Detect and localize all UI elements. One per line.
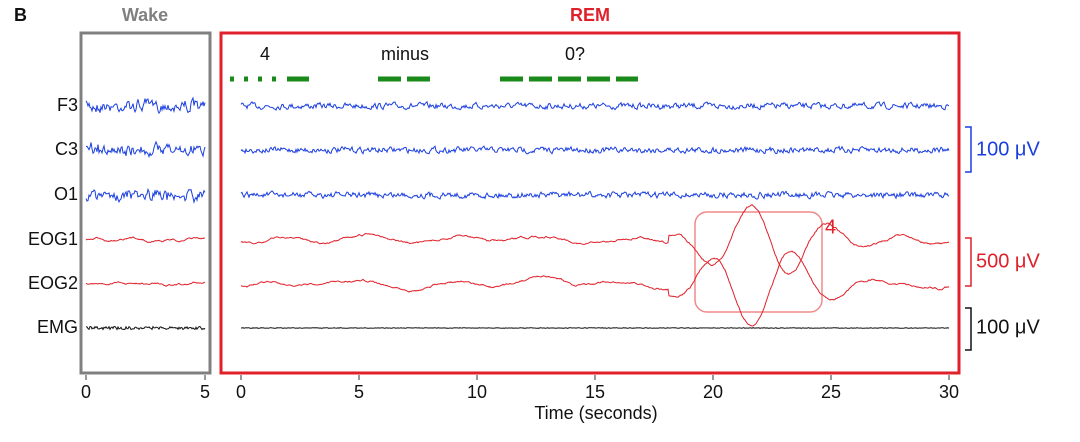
- signal-trace: [240, 100, 950, 111]
- x-tick-label: 10: [467, 382, 487, 402]
- channel-label: EOG2: [28, 273, 78, 293]
- x-tick-label: 30: [939, 382, 959, 402]
- scale-bar: [965, 307, 972, 351]
- signal-trace: [85, 281, 206, 287]
- x-axis-label: Time (seconds): [534, 403, 657, 423]
- signal-trace: [240, 145, 950, 155]
- x-tick-label: 0: [81, 382, 91, 402]
- x-tick-label: 15: [585, 382, 605, 402]
- scale-bar-label: 100 μV: [976, 316, 1040, 338]
- wake-title: Wake: [122, 5, 168, 25]
- x-tick-label: 20: [703, 382, 723, 402]
- wake-box: [79, 31, 212, 375]
- signal-trace: [85, 187, 206, 205]
- signal-trace: [85, 236, 206, 244]
- signal-trace: [86, 325, 206, 331]
- highlight-box: [694, 211, 823, 313]
- panel-label: B: [14, 5, 27, 25]
- scale-bar-label: 100 μV: [976, 138, 1040, 160]
- annotation: 0?: [565, 44, 585, 64]
- channel-label: O1: [54, 184, 78, 204]
- annotation: minus: [381, 44, 429, 64]
- scale-bar: [965, 237, 972, 287]
- scale-bar-label: 500 μV: [976, 250, 1040, 272]
- signal-trace: [240, 203, 950, 275]
- x-tick-label: 5: [354, 382, 364, 402]
- signal-trace: [240, 250, 950, 327]
- signal-trace: [240, 327, 950, 329]
- signal-trace: [240, 190, 950, 200]
- x-tick-label: 5: [200, 382, 210, 402]
- scale-bar: [965, 126, 972, 173]
- channel-label: C3: [55, 139, 78, 159]
- channel-label: EOG1: [28, 229, 78, 249]
- rem-box: [219, 31, 961, 375]
- channel-label: F3: [57, 95, 78, 115]
- signal-trace: [85, 96, 206, 115]
- rem-title: REM: [570, 5, 610, 25]
- highlight-label: 4: [825, 216, 836, 238]
- x-tick-label: 25: [821, 382, 841, 402]
- annotation: 4: [260, 44, 270, 64]
- channel-label: EMG: [37, 317, 78, 337]
- signal-trace: [85, 140, 206, 159]
- x-tick-label: 0: [236, 382, 246, 402]
